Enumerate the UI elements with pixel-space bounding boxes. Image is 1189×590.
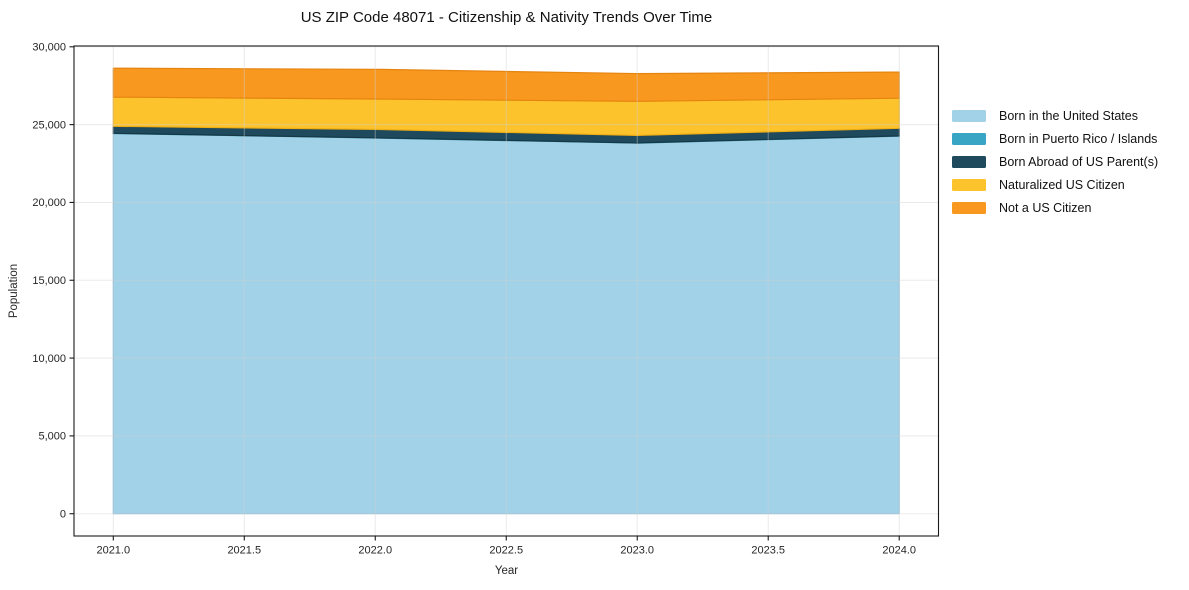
chart-title: US ZIP Code 48071 - Citizenship & Nativi… — [300, 9, 713, 26]
legend-swatch-icon — [952, 109, 986, 122]
legend-label: Born Abroad of US Parent(s) — [999, 154, 1159, 169]
area-not-a-us-citizen — [112, 67, 900, 102]
legend: Born in the United States Born in Puerto … — [952, 104, 1158, 219]
legend-item: Born Abroad of US Parent(s) — [952, 150, 1158, 173]
y-tick-label: 30,000 — [32, 42, 66, 54]
legend-label: Born in Puerto Rico / Islands — [999, 131, 1158, 146]
x-tick-label: 2023.0 — [620, 545, 654, 557]
legend-swatch-icon — [952, 155, 986, 168]
x-tick-label: 2022.0 — [358, 545, 392, 557]
legend-item: Naturalized US Citizen — [952, 173, 1158, 196]
x-tick-label: 2023.5 — [751, 545, 785, 557]
x-tick-label: 2024.0 — [882, 545, 916, 557]
x-tick-label: 2021.0 — [96, 545, 130, 557]
legend-label: Born in the United States — [999, 108, 1138, 123]
x-axis-title: Year — [494, 565, 519, 577]
y-tick-label: 20,000 — [32, 197, 66, 209]
y-tick-label: 5,000 — [38, 431, 66, 443]
y-tick-label: 15,000 — [32, 275, 66, 287]
x-tick-label: 2022.5 — [489, 545, 523, 557]
legend-swatch-icon — [952, 178, 986, 191]
y-tick-label: 25,000 — [32, 119, 66, 131]
legend-swatch-icon — [952, 132, 986, 145]
legend-item: Born in Puerto Rico / Islands — [952, 127, 1158, 150]
y-tick-label: 10,000 — [32, 353, 66, 365]
legend-item: Born in the United States — [952, 104, 1158, 127]
legend-swatch-icon — [952, 201, 986, 214]
x-tick-label: 2021.5 — [227, 545, 261, 557]
legend-label: Naturalized US Citizen — [999, 177, 1125, 192]
legend-label: Not a US Citizen — [999, 200, 1092, 215]
y-tick-label: 0 — [60, 509, 66, 521]
legend-item: Not a US Citizen — [952, 196, 1158, 219]
